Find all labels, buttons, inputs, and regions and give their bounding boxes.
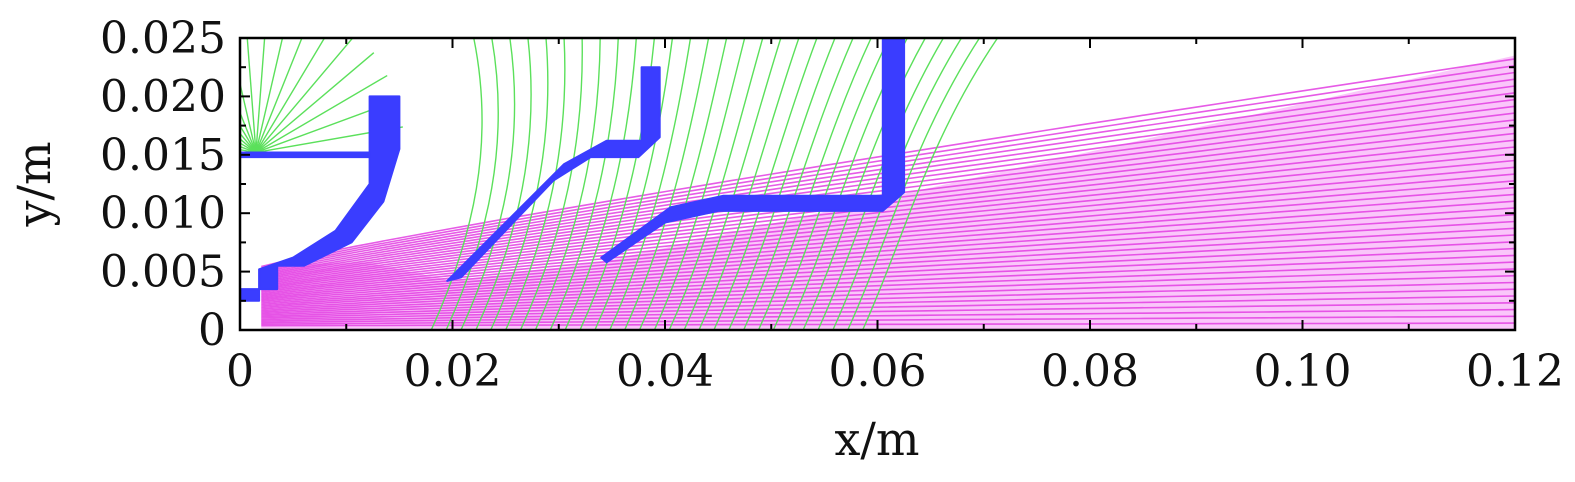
equipotential-line bbox=[742, 38, 854, 330]
equipotential-line bbox=[549, 38, 619, 330]
equipotential-line bbox=[653, 38, 746, 330]
trajectory-line bbox=[261, 186, 1515, 297]
equipotential-line bbox=[475, 38, 532, 330]
y-tick-label: 0.005 bbox=[100, 247, 226, 298]
equipotential-line bbox=[255, 38, 284, 153]
x-axis-title: x/m bbox=[834, 412, 919, 466]
trajectory-line bbox=[261, 213, 1515, 303]
y-tick-label: 0.015 bbox=[100, 130, 226, 181]
x-tick-label: 0.06 bbox=[829, 346, 927, 397]
trajectory-line bbox=[261, 254, 1515, 312]
electrode-cathode-top bbox=[240, 151, 371, 159]
equipotential-line bbox=[255, 38, 354, 153]
equipotential-line bbox=[534, 38, 601, 330]
trajectory-line bbox=[261, 207, 1515, 301]
equipotential-line bbox=[255, 38, 266, 153]
trajectory-line bbox=[261, 315, 1515, 325]
x-axis-title-text: x/m bbox=[834, 412, 919, 466]
y-tick-label: 0 bbox=[198, 305, 226, 356]
equipotential-line bbox=[638, 38, 728, 330]
beam-region bbox=[261, 55, 1515, 330]
trajectory-line bbox=[261, 220, 1515, 304]
x-tick-label: 0.04 bbox=[616, 346, 714, 397]
equipotential-line bbox=[246, 38, 257, 153]
trajectory-line bbox=[261, 295, 1515, 321]
trajectory-line bbox=[261, 261, 1515, 313]
equipotential-line bbox=[255, 38, 303, 153]
plot-area bbox=[240, 38, 1515, 330]
trajectory-line bbox=[261, 247, 1515, 310]
trajectory-line bbox=[261, 288, 1515, 319]
axis-ticks: 0 0.02 0.04 0.06 0.08 0.10 0.1200.0050.0100.01… bbox=[100, 13, 1564, 397]
trajectory-line bbox=[261, 193, 1515, 298]
trajectory-line bbox=[261, 308, 1515, 324]
equipotential-line bbox=[240, 110, 257, 153]
equipotential-line bbox=[445, 38, 499, 330]
equipotential-line bbox=[504, 38, 566, 330]
equipotential-line bbox=[623, 38, 710, 330]
y-tick-label: 0.020 bbox=[100, 71, 226, 122]
equipotential-line bbox=[668, 38, 764, 330]
y-axis-title-text: y/m bbox=[7, 141, 61, 227]
equipotential-line bbox=[609, 38, 692, 330]
equipotential-line bbox=[490, 38, 549, 330]
trajectory-line bbox=[261, 302, 1515, 322]
equipotential-line bbox=[594, 38, 674, 330]
electrode-cathode bbox=[240, 95, 401, 302]
equipotential-line bbox=[698, 38, 800, 330]
equipotential-line bbox=[772, 38, 890, 330]
y-tick-label: 0.025 bbox=[100, 13, 226, 64]
electrode-focus-electrode bbox=[446, 66, 661, 282]
trajectory-line bbox=[261, 241, 1515, 309]
trajectory-line bbox=[261, 322, 1515, 327]
equipotential-line bbox=[683, 38, 782, 330]
equipotential-line bbox=[255, 38, 326, 153]
trajectory-line bbox=[261, 268, 1515, 315]
x-tick-label: 0.08 bbox=[1041, 346, 1139, 397]
x-tick-label: 0.02 bbox=[404, 346, 502, 397]
equipotential-line bbox=[861, 38, 999, 330]
x-tick-label: 0.10 bbox=[1254, 346, 1352, 397]
equipotential-line bbox=[713, 38, 818, 330]
equipotential-line bbox=[240, 80, 257, 153]
equipotential-line bbox=[564, 38, 638, 330]
equipotential-line bbox=[519, 38, 583, 330]
trajectory-line bbox=[261, 227, 1515, 306]
x-tick-label: 0 bbox=[226, 346, 254, 397]
y-axis-title: y/m bbox=[7, 141, 61, 227]
x-tick-label: 0.12 bbox=[1466, 346, 1564, 397]
equipotential-line bbox=[817, 38, 944, 330]
equipotential-line bbox=[240, 124, 257, 153]
electrode-anode bbox=[600, 38, 906, 264]
equipotential-line bbox=[460, 38, 516, 330]
equipotential-line bbox=[728, 38, 836, 330]
equipotential-line bbox=[430, 38, 483, 330]
equipotential-line bbox=[255, 52, 375, 153]
equipotential-line bbox=[757, 38, 872, 330]
equipotential-line bbox=[255, 74, 388, 154]
y-tick-label: 0.010 bbox=[100, 188, 226, 239]
trajectory-line bbox=[261, 200, 1515, 300]
